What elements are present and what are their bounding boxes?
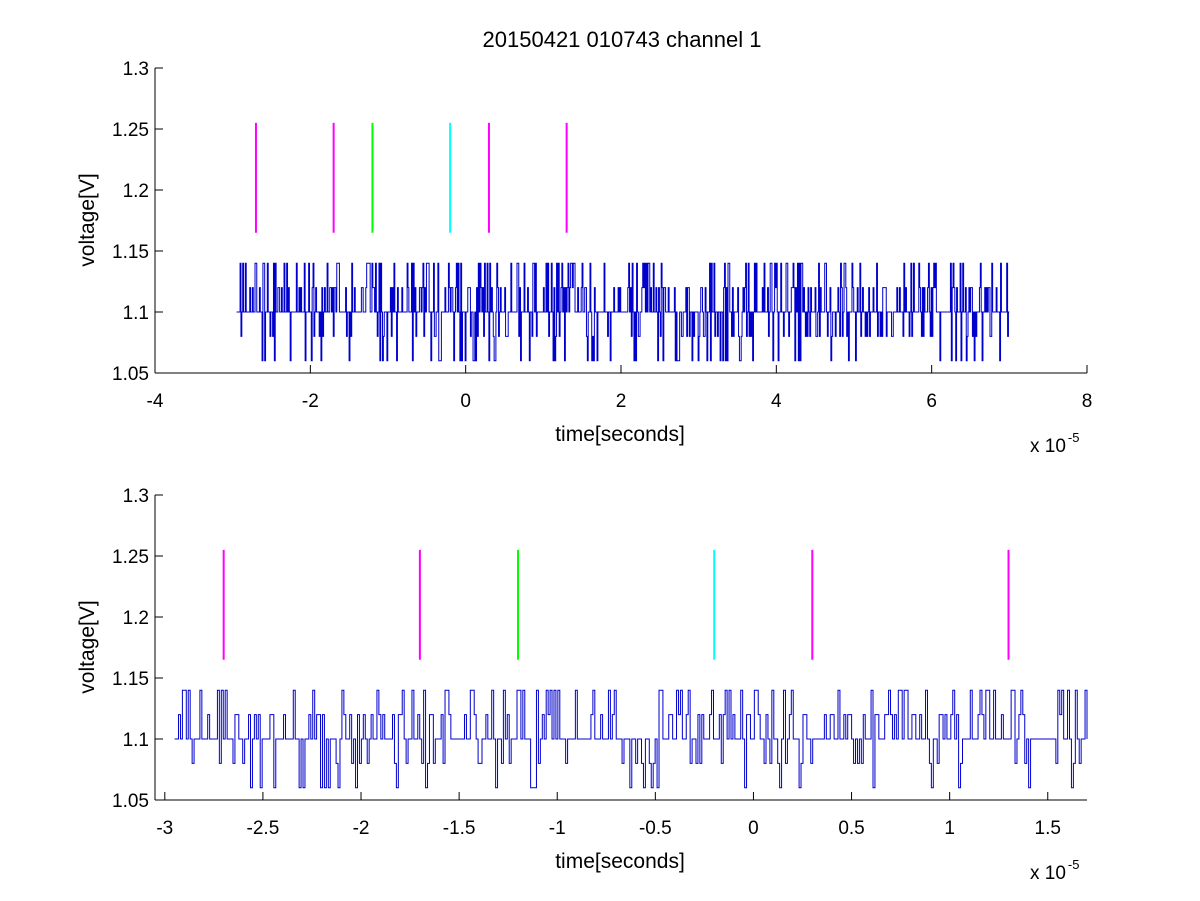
bottom-x-multiplier: x 10 (1030, 863, 1066, 884)
top-y-tick-label: 1.15 (112, 242, 149, 263)
bottom-x-tick-label: -2.5 (247, 818, 280, 839)
bottom-x-tick-label: -0.5 (639, 818, 672, 839)
bottom-y-tick-label: 1.2 (123, 608, 149, 629)
top-plot-marks (236, 122, 1010, 362)
bottom-y-tick-label: 1.15 (112, 669, 149, 690)
top-y-tick-label: 1.2 (123, 181, 149, 202)
top-x-tick-label: 4 (771, 391, 782, 412)
top-y-tick-label: 1.1 (123, 303, 149, 324)
bottom-signal-trace (174, 689, 1088, 789)
top-x-tick-label: -4 (147, 391, 164, 412)
bottom-x-tick-label: -1.5 (443, 818, 476, 839)
top-y-axis-label: voltage[V] (76, 173, 99, 266)
chart-title: 20150421 010743 channel 1 (483, 27, 762, 52)
bottom-x-tick-label: 0.5 (838, 818, 864, 839)
top-y-ticks: 1.05 1.1 1.15 1.2 1.25 1.3 (112, 59, 163, 385)
bottom-x-tick-label: -3 (156, 818, 173, 839)
top-x-exponent: x 10 -5 (1030, 430, 1079, 457)
top-y-tick-label: 1.3 (123, 59, 149, 80)
bottom-plot-marks (174, 549, 1088, 789)
top-x-exponent-power: -5 (1068, 430, 1080, 445)
bottom-x-exponent-power: -5 (1068, 857, 1080, 872)
bottom-y-tick-label: 1.1 (123, 730, 149, 751)
bottom-x-axis-label: time[seconds] (555, 850, 685, 873)
bottom-x-ticks: -3 -2.5 -2 -1.5 -1 -0.5 0 0.5 1 1.5 (156, 792, 1061, 839)
bottom-y-tick-label: 1.05 (112, 791, 149, 812)
bottom-y-tick-label: 1.3 (123, 486, 149, 507)
bottom-x-tick-label: 0 (748, 818, 759, 839)
bottom-y-ticks: 1.05 1.1 1.15 1.2 1.25 1.3 (112, 486, 163, 812)
top-x-tick-label: 2 (616, 391, 627, 412)
top-y-tick-label: 1.05 (112, 364, 149, 385)
top-x-tick-label: 0 (460, 391, 471, 412)
top-x-tick-label: 6 (926, 391, 937, 412)
top-x-ticks: -4 -2 0 2 4 6 8 (147, 365, 1093, 412)
bottom-y-axis-label: voltage[V] (76, 600, 99, 693)
top-x-tick-label: -2 (302, 391, 319, 412)
top-panel: -4 -2 0 2 4 6 8 1.05 1.1 1.15 1.2 1.25 1.3 time[sec… (76, 59, 1092, 457)
bottom-x-tick-label: -2 (353, 818, 370, 839)
top-x-axis-label: time[seconds] (555, 423, 685, 446)
top-x-tick-label: 8 (1082, 391, 1093, 412)
bottom-x-tick-label: 1.5 (1035, 818, 1061, 839)
top-signal-trace (236, 262, 1010, 362)
bottom-x-exponent: x 10 -5 (1030, 857, 1079, 884)
bottom-x-tick-label: 1 (944, 818, 955, 839)
bottom-panel: -3 -2.5 -2 -1.5 -1 -0.5 0 0.5 1 1.5 1.051.11.151.… (76, 486, 1088, 884)
top-x-multiplier: x 10 (1030, 436, 1066, 457)
bottom-y-tick-label: 1.25 (112, 547, 149, 568)
bottom-x-tick-label: -1 (549, 818, 566, 839)
top-y-tick-label: 1.25 (112, 120, 149, 141)
